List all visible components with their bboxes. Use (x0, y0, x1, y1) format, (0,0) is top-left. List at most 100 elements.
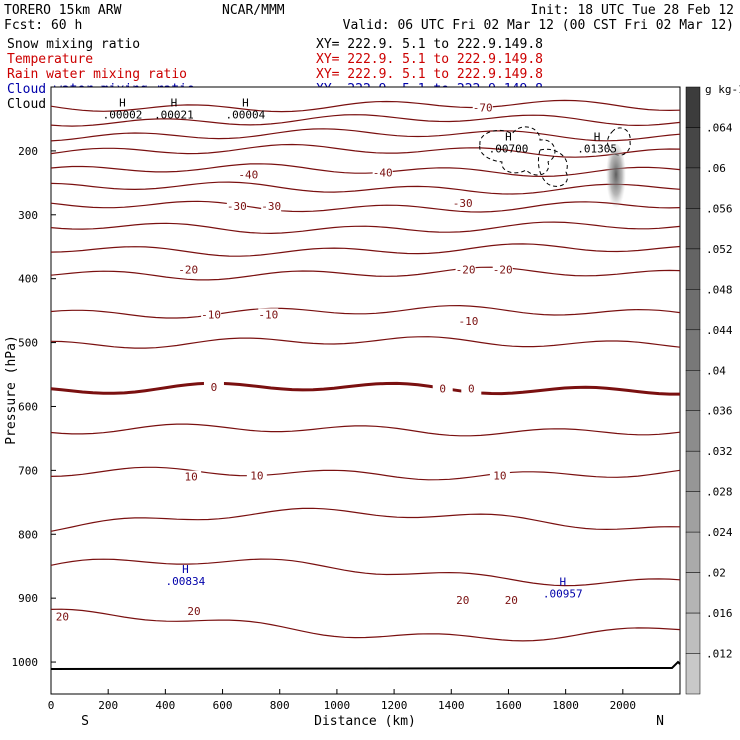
colorbar-label-8: .032 (706, 445, 733, 458)
temp-label-20: 20 (505, 594, 518, 607)
high-marker-1: H (171, 96, 178, 109)
temp-label-17: 10 (493, 469, 506, 482)
x-tick-label-1: 200 (98, 699, 118, 712)
temp-label-bg-1 (238, 168, 259, 181)
isotherm--40 (50, 163, 681, 178)
temp-label-bg-7 (455, 263, 476, 276)
isotherm--10 (50, 304, 681, 319)
colorbar-bin-4 (685, 248, 701, 290)
temp-label-1: -40 (238, 168, 258, 181)
temp-label-bg-0 (472, 101, 493, 114)
temp-label-4: -30 (261, 200, 281, 213)
isotherm-20 (50, 558, 681, 587)
temp-label-10: -10 (258, 308, 278, 321)
temp-label-bg-8 (492, 263, 513, 276)
y-tick-label-3: 500 (18, 337, 38, 350)
colorbar-label-4: .048 (706, 283, 733, 296)
temp-label-16: 10 (250, 469, 263, 482)
temp-label-19: 20 (456, 594, 469, 607)
temp-label-7: -20 (456, 264, 476, 277)
isotherm--15 (50, 266, 681, 281)
x-tick-label-2: 400 (155, 699, 175, 712)
temp-label-0: -70 (473, 101, 493, 114)
x-tick-label-5: 1000 (324, 699, 351, 712)
x-axis: 0 200 400 600 800 1000 1200 1400 1600 1800 2000 (48, 689, 636, 712)
temp-label-bg-16 (246, 469, 267, 482)
colorbar-label-3: .052 (706, 243, 733, 256)
isotherm--5 (50, 336, 681, 349)
temp-label-3: -30 (227, 200, 247, 213)
high-marker-4: H (594, 130, 601, 143)
temp-label-11: -10 (458, 315, 478, 328)
init-time: Init: 18 UTC Tue 28 Feb 12 (531, 3, 735, 18)
isotherm--25 (50, 221, 681, 235)
center-title: NCAR/MMM (222, 3, 285, 18)
temp-label-bg-2 (372, 166, 393, 179)
isotherm--70 (50, 99, 681, 113)
isotherm--45 (50, 143, 681, 158)
x-axis-label: Distance (km) (314, 714, 416, 729)
legend-xy-0: XY= 222.9. 5.1 to 222.9.149.8 (316, 37, 543, 52)
colorbar-label-5: .044 (706, 324, 733, 337)
colorbar-label-10: .024 (706, 526, 733, 539)
colorbar-label-9: .028 (706, 486, 733, 499)
temp-label-bg-20 (501, 593, 522, 606)
isotherm--20 (50, 243, 681, 257)
y-axis-label: Pressure (hPa) (4, 335, 19, 445)
x-tick-label-10: 2000 (610, 699, 637, 712)
isotherm--60 (50, 114, 681, 127)
temp-label-15: 10 (184, 471, 197, 484)
temp-label-bg-19 (452, 593, 473, 606)
y-tick-label-7: 900 (18, 592, 38, 605)
cloud-ice-contour-1 (479, 126, 556, 176)
isotherm-0 (50, 381, 680, 396)
colorbar-label-1: .06 (706, 162, 726, 175)
x-tick-label-3: 600 (213, 699, 233, 712)
high-value-1: .00021 (154, 108, 194, 121)
temp-label-21: 20 (56, 611, 69, 624)
colorbar-label-13: .012 (706, 648, 733, 661)
isotherm-25 (50, 608, 681, 642)
legend-xy-1: XY= 222.9. 5.1 to 222.9.149.8 (316, 52, 543, 67)
valid-time: Valid: 06 UTC Fri 02 Mar 12 (00 CST Fri … (343, 18, 734, 33)
high-value-2: .00004 (226, 108, 266, 121)
legend-xy-2: XY= 222.9. 5.1 to 222.9.149.8 (316, 67, 543, 82)
x-tick-label-0: 0 (48, 699, 55, 712)
high-marker-6: H (559, 576, 566, 589)
colorbar-bin-14 (685, 653, 701, 695)
maxima-labels: H.00002H.00021H.00004H.00700H.01305H.008… (103, 96, 617, 600)
y-axis: 200 300 400 500 600 700 800 900 1000 (12, 145, 56, 669)
high-marker-2: H (242, 96, 249, 109)
colorbar-label-11: .02 (706, 567, 726, 580)
colorbar-label-0: .064 (706, 122, 733, 135)
x-tick-label-8: 1600 (495, 699, 522, 712)
isotherm--50 (50, 128, 681, 142)
temp-label-bg-17 (489, 469, 510, 482)
isotherm--35 (50, 181, 681, 195)
temp-label-2: -40 (373, 167, 393, 180)
x-tick-label-9: 1800 (552, 699, 579, 712)
temp-label-bg-9 (201, 308, 222, 321)
colorbar-bin-2 (685, 167, 701, 209)
colorbar-label-12: .016 (706, 607, 733, 620)
colorbar-units: g kg-1 (705, 83, 740, 96)
y-tick-label-0: 200 (18, 145, 38, 158)
temp-label-bg-21 (52, 610, 73, 623)
colorbar-bin-6 (685, 329, 701, 371)
y-tick-label-5: 700 (18, 464, 38, 477)
y-tick-label-1: 300 (18, 209, 38, 222)
colorbar-bin-5 (685, 289, 701, 331)
isotherm-5 (50, 423, 681, 437)
colorbar-bin-9 (685, 450, 701, 492)
colorbar-bin-12 (685, 572, 701, 614)
temperature-labels: -70 -40 -40 -30 -30 -30 -20 -20 -20 -10 -10 -10 0 0 0 1… (52, 101, 522, 624)
temp-label-12: 0 (211, 381, 218, 394)
cloud-ice-contours (479, 126, 631, 187)
south-marker: S (81, 714, 89, 729)
north-marker: N (656, 714, 664, 729)
x-tick-label-4: 800 (270, 699, 290, 712)
terrain-line (50, 660, 681, 670)
colorbar-bin-3 (685, 208, 701, 250)
y-tick-label-4: 600 (18, 400, 38, 413)
